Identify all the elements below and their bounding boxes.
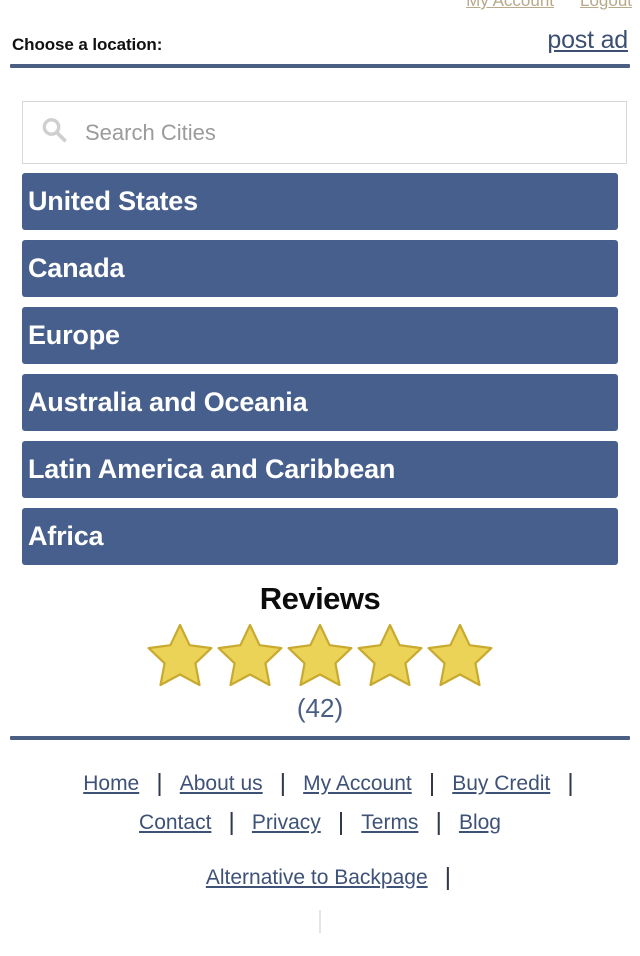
footer-link-buy-credit[interactable]: Buy Credit	[452, 771, 551, 795]
footer-links-row-4-clipped: |	[0, 908, 640, 933]
footer-link-home[interactable]: Home	[83, 771, 140, 795]
footer-separator: |	[316, 906, 324, 934]
region-button-europe[interactable]: Europe	[22, 307, 618, 364]
search-icon	[39, 115, 69, 150]
header-divider	[10, 64, 630, 68]
footer-separator: |	[156, 769, 163, 797]
post-ad-link[interactable]: post ad	[547, 26, 628, 54]
region-label: Australia and Oceania	[28, 387, 308, 417]
footer-link-alternative-to-backpage[interactable]: Alternative to Backpage	[205, 865, 428, 889]
region-label: Latin America and Caribbean	[28, 454, 396, 484]
reviews-title: Reviews	[259, 581, 381, 616]
star-icon[interactable]	[146, 621, 214, 692]
footer-links-row-2: Contact | Privacy | Terms | Blog	[0, 810, 640, 835]
footer-link-privacy[interactable]: Privacy	[251, 810, 321, 834]
region-button-australia-and-oceania[interactable]: Australia and Oceania	[22, 374, 618, 431]
page-header: Choose a location: post ad	[0, 0, 640, 55]
region-label: Europe	[28, 320, 120, 350]
account-bar-link-my-account[interactable]: My Account	[466, 0, 554, 10]
region-button-africa[interactable]: Africa	[22, 508, 618, 565]
star-rating[interactable]	[0, 621, 640, 692]
region-label: Canada	[28, 253, 125, 283]
footer-separator: |	[279, 769, 287, 797]
footer-link-terms[interactable]: Terms	[361, 810, 419, 834]
footer-links-row-3: Alternative to Backpage |	[0, 865, 640, 890]
star-icon[interactable]	[426, 621, 494, 692]
review-count: (42)	[296, 693, 344, 723]
footer-link-about-us[interactable]: About us	[179, 771, 263, 795]
footer-link-blog[interactable]: Blog	[458, 810, 501, 834]
star-icon[interactable]	[356, 621, 424, 692]
footer-link-my-account[interactable]: My Account	[303, 771, 412, 795]
footer-separator: |	[428, 769, 436, 797]
star-icon[interactable]	[286, 621, 354, 692]
footer-link-contact[interactable]: Contact	[139, 810, 212, 834]
search-box[interactable]	[22, 101, 627, 164]
footer-separator: |	[228, 808, 235, 836]
region-label: Africa	[28, 521, 104, 551]
region-button-latin-america-and-caribbean[interactable]: Latin America and Caribbean	[22, 441, 618, 498]
region-label: United States	[28, 186, 198, 216]
region-button-canada[interactable]: Canada	[22, 240, 618, 297]
region-button-united-states[interactable]: United States	[22, 173, 618, 230]
footer-separator: |	[444, 863, 452, 891]
footer-separator: |	[337, 808, 345, 836]
account-bar: My Account Logout	[466, 0, 632, 11]
footer-separator: |	[435, 808, 442, 836]
footer-divider	[10, 736, 630, 740]
search-input[interactable]	[83, 118, 610, 147]
footer-separator: |	[567, 769, 574, 797]
star-icon[interactable]	[216, 621, 284, 692]
reviews-section: Reviews (42)	[0, 581, 640, 724]
account-bar-link-logout[interactable]: Logout	[580, 0, 632, 10]
page-title: Choose a location:	[12, 35, 163, 54]
region-list: United States Canada Europe Australia an…	[22, 173, 618, 565]
footer-links-row-1: Home | About us | My Account | Buy Credi…	[0, 771, 640, 796]
search-section	[22, 101, 627, 164]
